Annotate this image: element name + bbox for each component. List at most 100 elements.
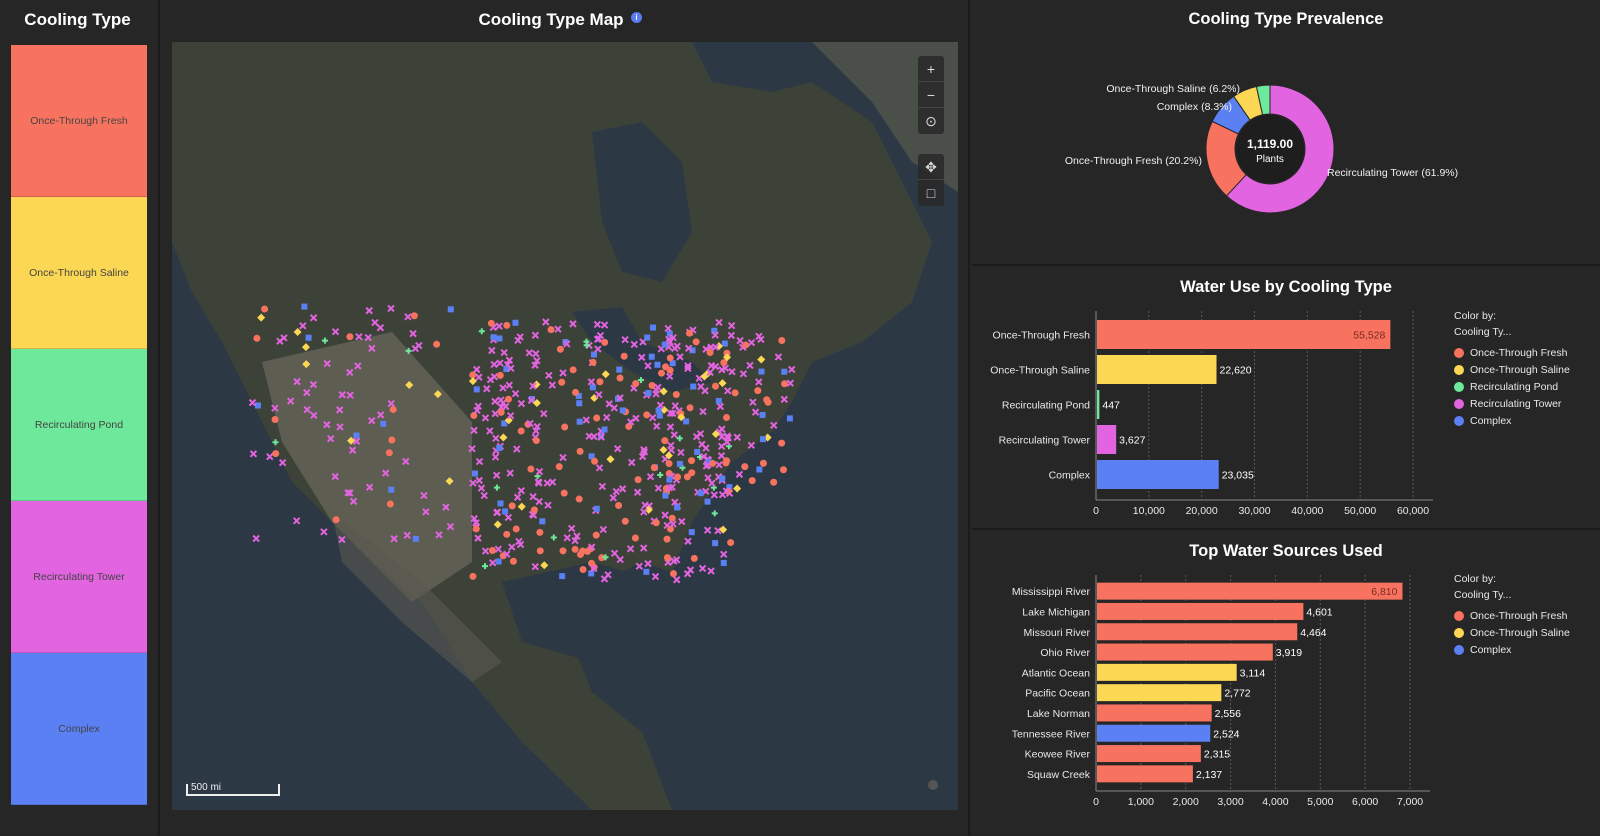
plant-marker[interactable]: [405, 347, 412, 354]
plant-marker[interactable]: [616, 555, 624, 564]
plant-marker[interactable]: [660, 405, 669, 414]
plant-marker[interactable]: [650, 324, 657, 331]
plant-marker[interactable]: [272, 450, 280, 458]
plant-marker[interactable]: [571, 388, 579, 396]
plant-marker[interactable]: [472, 519, 480, 527]
plant-marker[interactable]: [663, 554, 671, 562]
plant-marker[interactable]: [346, 368, 354, 377]
plant-marker[interactable]: [497, 408, 505, 416]
plant-marker[interactable]: [610, 549, 619, 558]
plant-marker[interactable]: [517, 399, 526, 408]
plant-marker[interactable]: [499, 433, 508, 442]
plant-marker[interactable]: [648, 414, 657, 422]
plant-marker[interactable]: [741, 463, 749, 471]
plant-marker[interactable]: [491, 409, 499, 418]
plant-marker[interactable]: [588, 543, 596, 551]
plant-marker[interactable]: [756, 466, 763, 473]
plant-marker[interactable]: [595, 464, 604, 472]
plant-marker[interactable]: [597, 433, 605, 441]
plant-marker[interactable]: [662, 492, 669, 499]
bar[interactable]: [1097, 355, 1217, 384]
bar[interactable]: [1097, 582, 1403, 600]
plant-marker[interactable]: [654, 361, 661, 368]
plant-marker[interactable]: [715, 461, 723, 469]
plant-marker[interactable]: [531, 361, 539, 369]
plant-marker[interactable]: [722, 459, 730, 467]
plant-marker[interactable]: [336, 423, 344, 431]
plant-marker[interactable]: [736, 336, 744, 345]
plant-marker[interactable]: [545, 371, 553, 380]
plant-marker[interactable]: [645, 389, 652, 396]
bar[interactable]: [1097, 684, 1222, 702]
plant-marker[interactable]: [433, 340, 441, 348]
map-attribution-icon[interactable]: [928, 780, 938, 790]
plant-marker[interactable]: [530, 506, 538, 514]
plant-marker[interactable]: [497, 396, 505, 404]
plant-marker[interactable]: [512, 319, 519, 326]
plant-marker[interactable]: [749, 398, 757, 406]
plant-marker[interactable]: [252, 534, 260, 543]
plant-marker[interactable]: [733, 433, 741, 441]
plant-marker[interactable]: [390, 535, 398, 543]
plant-marker[interactable]: [533, 356, 541, 365]
plant-marker[interactable]: [664, 324, 672, 333]
plant-marker[interactable]: [685, 329, 693, 337]
plant-marker[interactable]: [517, 427, 525, 435]
plant-marker[interactable]: [272, 439, 279, 446]
plant-marker[interactable]: [253, 334, 261, 342]
plant-marker[interactable]: [576, 447, 584, 455]
plant-marker[interactable]: [671, 402, 679, 410]
plant-marker[interactable]: [365, 483, 374, 491]
plant-marker[interactable]: [667, 441, 675, 450]
plant-marker[interactable]: [700, 372, 709, 381]
plant-marker[interactable]: [661, 437, 669, 445]
plant-marker[interactable]: [492, 471, 501, 479]
plant-marker[interactable]: [493, 484, 500, 491]
plant-marker[interactable]: [748, 477, 756, 485]
plant-marker[interactable]: [665, 484, 674, 492]
bar[interactable]: [1097, 765, 1193, 783]
plant-marker[interactable]: [711, 429, 720, 438]
plant-marker[interactable]: [751, 408, 760, 416]
water-use-bar-chart[interactable]: 0 10,000 20,000 30,000 40,000 50,000 60,000 Onc…: [972, 300, 1442, 530]
plant-marker[interactable]: [599, 525, 608, 534]
plant-marker[interactable]: [501, 420, 508, 427]
plant-marker[interactable]: [495, 558, 502, 565]
plant-marker[interactable]: [468, 377, 477, 386]
plant-marker[interactable]: [626, 545, 635, 553]
plant-marker[interactable]: [648, 382, 656, 390]
plant-marker[interactable]: [355, 332, 363, 341]
plant-marker[interactable]: [644, 505, 653, 514]
plant-marker[interactable]: [527, 396, 536, 405]
plant-marker[interactable]: [700, 452, 708, 461]
filter-item-once-through-fresh[interactable]: Once-Through Fresh: [11, 45, 147, 197]
plant-marker[interactable]: [388, 436, 396, 444]
plant-marker[interactable]: [747, 338, 756, 347]
plant-marker[interactable]: [493, 520, 502, 529]
plant-marker[interactable]: [684, 537, 692, 545]
plant-marker[interactable]: [505, 356, 514, 364]
plant-marker[interactable]: [344, 489, 352, 497]
plant-marker[interactable]: [445, 477, 454, 486]
plant-marker[interactable]: [665, 372, 674, 380]
plant-marker[interactable]: [728, 368, 736, 376]
plant-marker[interactable]: [387, 304, 395, 313]
plant-marker[interactable]: [648, 353, 655, 360]
plant-marker[interactable]: [478, 328, 485, 335]
plant-marker[interactable]: [535, 479, 543, 487]
plant-marker[interactable]: [666, 409, 675, 417]
plant-marker[interactable]: [576, 418, 583, 425]
plant-marker[interactable]: [670, 431, 678, 439]
plant-marker[interactable]: [755, 378, 763, 386]
plant-marker[interactable]: [619, 407, 626, 414]
plant-marker[interactable]: [563, 534, 571, 542]
plant-marker[interactable]: [668, 514, 676, 522]
plant-marker[interactable]: [657, 471, 664, 478]
plant-marker[interactable]: [575, 392, 582, 399]
plant-marker[interactable]: [529, 493, 537, 501]
plant-marker[interactable]: [346, 391, 354, 399]
plant-marker[interactable]: [654, 383, 662, 391]
plant-marker[interactable]: [727, 331, 736, 340]
plant-marker[interactable]: [531, 331, 540, 339]
plant-marker[interactable]: [640, 448, 649, 456]
